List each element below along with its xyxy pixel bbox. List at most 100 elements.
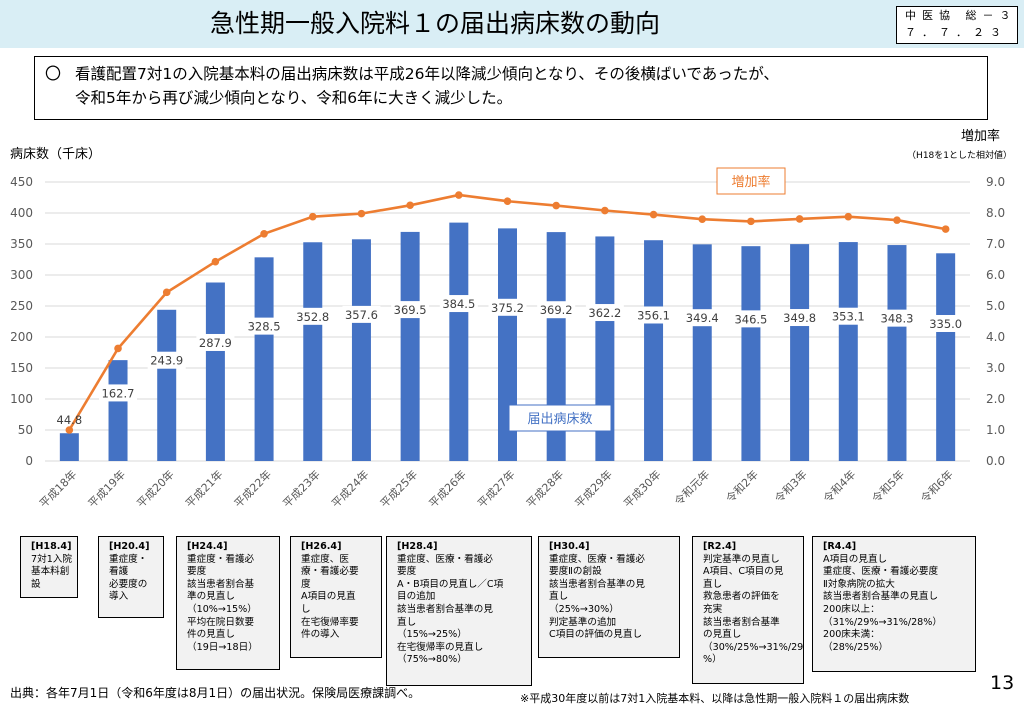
revision-box-h26: [H26.4] 重症度、医 療・看護必要度 A項目の見直し在宅復帰率要 件の導入 bbox=[290, 536, 382, 658]
y-tick-label: 100 bbox=[10, 392, 33, 406]
revision-box-line: A項目の見直し bbox=[823, 553, 888, 565]
bar-label-bg bbox=[634, 306, 673, 324]
x-tick-label: 平成19年 bbox=[85, 467, 128, 510]
bar-value-label: 349.8 bbox=[783, 311, 816, 325]
revision-box-line: （25%→30%） bbox=[549, 603, 619, 615]
revision-box-line: 重症度、医療・看護必要度 bbox=[823, 566, 939, 578]
y2-tick-label: 3.0 bbox=[986, 361, 1005, 375]
x-tick-label: 平成20年 bbox=[134, 467, 177, 510]
summary-box: 〇 看護配置7対1の入院基本料の届出病床数は平成26年以降減少傾向となり、その後… bbox=[34, 56, 988, 120]
y2-tick-label: 7.0 bbox=[986, 237, 1005, 251]
footer-source: 出典：各年7月1日（令和6年度は8月1日）の届出状況。保険局医療課調べ。 bbox=[10, 686, 421, 700]
bar-label-bg bbox=[293, 307, 332, 325]
rate-point bbox=[552, 201, 560, 210]
revision-box-header: [H28.4] bbox=[397, 541, 438, 552]
x-tick-label: 平成30年 bbox=[621, 467, 664, 510]
revision-box-line: 重症度・ bbox=[109, 553, 148, 565]
revision-box-line: 在宅復帰率の見直し bbox=[397, 641, 484, 653]
revision-box-line: Ⅱ対象病院の拡大 bbox=[823, 578, 895, 590]
chart-bar bbox=[498, 228, 517, 461]
chart-bar bbox=[936, 253, 956, 461]
revision-box-line: （28%/25%） bbox=[823, 641, 889, 653]
revision-box-header: [H18.4] bbox=[31, 541, 72, 552]
revision-box-line: 重症度・看護必 bbox=[187, 553, 255, 565]
revision-box-line: 200床未満： bbox=[823, 629, 880, 641]
bed-count-chart: 0 50 100 150 200 250 300 350 400 450 0.0 1.0 2.0 3.0 4… bbox=[10, 128, 1012, 510]
revision-box-line: 要度Ⅱの創設 bbox=[549, 566, 602, 578]
page-number: 13 bbox=[990, 672, 1015, 694]
revision-box-line: 準の見直し bbox=[187, 591, 235, 603]
y2-tick-label: 2.0 bbox=[986, 392, 1005, 406]
y2-tick-label: 1.0 bbox=[986, 423, 1005, 437]
revision-box-h24: [H24.4] 重症度・看護必 要度 該当患者割合基 準の見直し （10%→15%） 平均在… bbox=[176, 536, 280, 670]
revision-box-line: 件の見直し bbox=[187, 629, 235, 641]
bar-value-label: 356.1 bbox=[637, 308, 670, 322]
rate-point bbox=[503, 197, 512, 206]
rate-point bbox=[406, 201, 414, 210]
bar-value-label: 243.9 bbox=[150, 354, 183, 368]
revision-box-line: （15%→25%） bbox=[397, 629, 467, 641]
bar-value-label: 348.3 bbox=[881, 312, 914, 326]
revision-box-line: 該当患者割合基準 bbox=[703, 616, 780, 628]
revision-box-header: [H30.4] bbox=[549, 541, 590, 552]
y-tick-label: 0 bbox=[25, 454, 33, 468]
revision-box-h18: [H18.4] 7対1入院 基本料創設 bbox=[20, 536, 78, 598]
bar-value-label: 287.9 bbox=[199, 336, 232, 350]
revision-box-line: 必要度の bbox=[109, 578, 148, 590]
x-tick-label: 平成22年 bbox=[231, 467, 274, 510]
y2-tick-label: 8.0 bbox=[986, 206, 1005, 220]
rate-point bbox=[162, 288, 171, 297]
revision-box-line: 看護 bbox=[109, 566, 129, 578]
bar-value-label: 384.5 bbox=[442, 297, 475, 311]
revision-box-header: [H24.4] bbox=[187, 541, 228, 552]
chart-bar bbox=[303, 242, 323, 461]
revision-box-line: 直し bbox=[703, 578, 723, 590]
chart-bar bbox=[790, 244, 810, 461]
revision-box-line: 重症度、医療・看護必 bbox=[549, 553, 645, 565]
revision-box-line: 判定基準の見直し bbox=[703, 553, 780, 565]
bar-value-label: 357.6 bbox=[345, 308, 378, 322]
bar-label-bg bbox=[780, 309, 819, 327]
y-tick-label: 450 bbox=[10, 175, 33, 189]
page-title: 急性期一般入院料１の届出病床数の動向 bbox=[209, 9, 660, 38]
rate-point bbox=[941, 225, 950, 233]
revision-box-line: 導入 bbox=[109, 591, 129, 603]
revision-box-line: （31%/29%→31%/28%） bbox=[823, 616, 942, 628]
revision-box-line: 重症度、医療・看護必 bbox=[397, 553, 493, 565]
chart-bar bbox=[59, 433, 79, 461]
rate-point bbox=[698, 215, 707, 223]
revision-box-line: 充実 bbox=[703, 603, 723, 615]
footer-note: ※平成30年度以前は7対1入院基本料、以降は急性期一般入院料１の届出病床数 bbox=[520, 692, 910, 705]
revision-box-line: 該当患者割合基準の見直し bbox=[823, 591, 939, 603]
bar-label-bg bbox=[731, 310, 770, 328]
document-code-box: 中医協 総－３ ７．７．２３ bbox=[896, 6, 1018, 44]
bar-label-bg bbox=[147, 351, 186, 369]
x-tick-label: 平成25年 bbox=[377, 467, 420, 510]
y2-tick-label: 4.0 bbox=[986, 330, 1005, 344]
rate-point bbox=[114, 344, 122, 353]
x-tick-label: 令和6年 bbox=[918, 467, 956, 505]
bar-value-label: 369.2 bbox=[540, 303, 573, 317]
revision-box-line: 要度 bbox=[397, 566, 417, 578]
revision-box-line: 該当患者割合基 bbox=[187, 578, 255, 590]
revision-box-h28: [H28.4] 重症度、医療・看護必 要度 A・B項目の見直し／C項 目の追加 該当患者割… bbox=[386, 536, 532, 686]
chart-bar bbox=[254, 257, 274, 461]
chart-bar bbox=[449, 222, 469, 461]
revision-box-line: 該当患者割合基準の見 bbox=[397, 603, 493, 615]
x-tick-label: 平成24年 bbox=[328, 467, 371, 510]
document-code-line2: ７．７．２３ bbox=[905, 26, 1007, 39]
x-tick-label: 平成26年 bbox=[426, 467, 469, 510]
chart-bar bbox=[205, 282, 225, 461]
summary-line1: 看護配置7対1の入院基本料の届出病床数は平成26年以降減少傾向となり、その後横ば… bbox=[75, 65, 779, 83]
bar-label-bg bbox=[196, 333, 235, 351]
rate-point bbox=[65, 426, 74, 434]
summary-bullet: 〇 bbox=[45, 64, 62, 83]
y-tick-label: 350 bbox=[10, 237, 33, 251]
bar-label-bg bbox=[439, 295, 478, 313]
chart-bar bbox=[692, 244, 712, 461]
revision-box-line: 判定基準の追加 bbox=[549, 616, 617, 628]
revision-box-line: 要度 bbox=[187, 566, 207, 578]
x-tick-label: 平成28年 bbox=[523, 467, 566, 510]
bar-label-bg bbox=[585, 304, 624, 322]
x-tick-label: 平成29年 bbox=[572, 467, 615, 510]
